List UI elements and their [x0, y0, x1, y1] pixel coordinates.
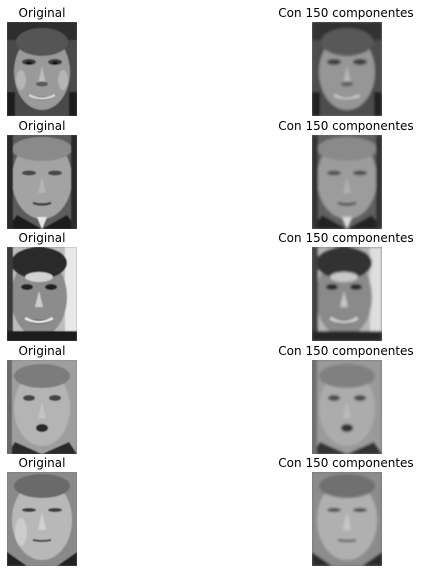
face-image-original	[7, 22, 77, 116]
face-image-reconstructed	[312, 247, 382, 341]
panel-title-reconstructed: Con 150 componentes	[278, 6, 414, 20]
panel-title-original: Original	[18, 456, 66, 470]
panel-title-original: Original	[18, 231, 66, 245]
face-image-original	[7, 135, 77, 229]
panel-title-reconstructed: Con 150 componentes	[278, 231, 414, 245]
face-image-original	[7, 360, 77, 454]
face-image-reconstructed	[312, 360, 382, 454]
face-image-original	[7, 247, 77, 341]
face-image-reconstructed	[312, 472, 382, 566]
panel-title-reconstructed: Con 150 componentes	[278, 119, 414, 133]
panel-title-original: Original	[18, 119, 66, 133]
panel-title-original: Original	[18, 6, 66, 20]
panel-title-reconstructed: Con 150 componentes	[278, 456, 414, 470]
face-image-original	[7, 472, 77, 566]
panel-title-reconstructed: Con 150 componentes	[278, 344, 414, 358]
face-image-reconstructed	[312, 135, 382, 229]
panel-title-original: Original	[18, 344, 66, 358]
face-image-reconstructed	[312, 22, 382, 116]
